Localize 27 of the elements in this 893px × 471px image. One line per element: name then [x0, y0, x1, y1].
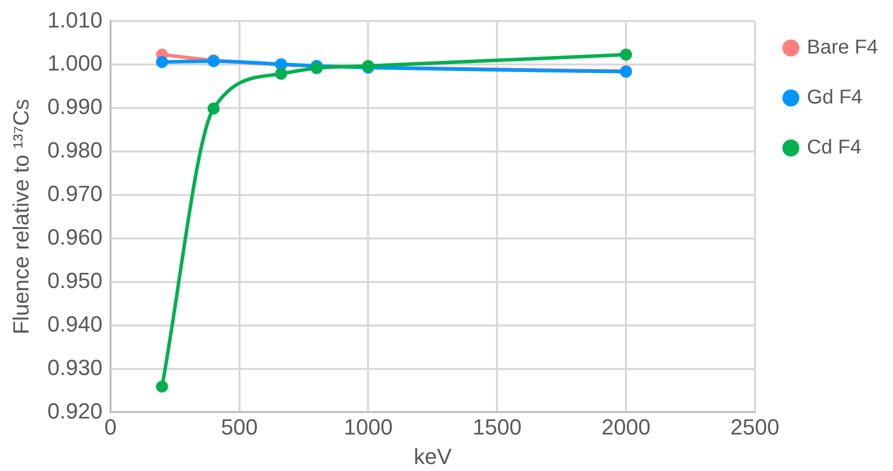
y-tick-label: 0.930: [47, 354, 102, 380]
point: [275, 68, 288, 80]
legend-label: Cd F4: [806, 136, 862, 159]
x-tick-label: 500: [220, 414, 258, 440]
x-tick-label: 1500: [472, 414, 522, 440]
x-tick-label: 2500: [730, 414, 780, 440]
y-axis-title: Fluence relative to ¹³⁷Cs: [8, 99, 34, 334]
point: [208, 102, 220, 115]
y-tick-label: 0.950: [47, 268, 102, 293]
legend-label: Bare F4: [806, 36, 878, 59]
y-tick-label: 0.980: [47, 138, 102, 163]
point: [620, 48, 632, 61]
point: [310, 62, 323, 74]
y-tick-label: 0.990: [47, 94, 102, 120]
x-tick-label: 2000: [602, 414, 650, 440]
x-tick-label: 0: [104, 414, 117, 440]
y-tick-label: 0.920: [47, 398, 102, 424]
y-tick-label: 0.960: [47, 224, 102, 250]
point: [156, 56, 168, 68]
y-tick-label: 1.010: [47, 7, 102, 32]
point: [156, 380, 168, 393]
legend-label: Gd F4: [806, 86, 862, 109]
x-tick-label: 1000: [344, 414, 393, 440]
y-tick-label: 0.940: [47, 311, 102, 336]
x-axis-title: keV: [414, 444, 452, 469]
y-tick-label: 0.970: [47, 181, 102, 206]
y-tick-label: 1.000: [47, 50, 102, 76]
